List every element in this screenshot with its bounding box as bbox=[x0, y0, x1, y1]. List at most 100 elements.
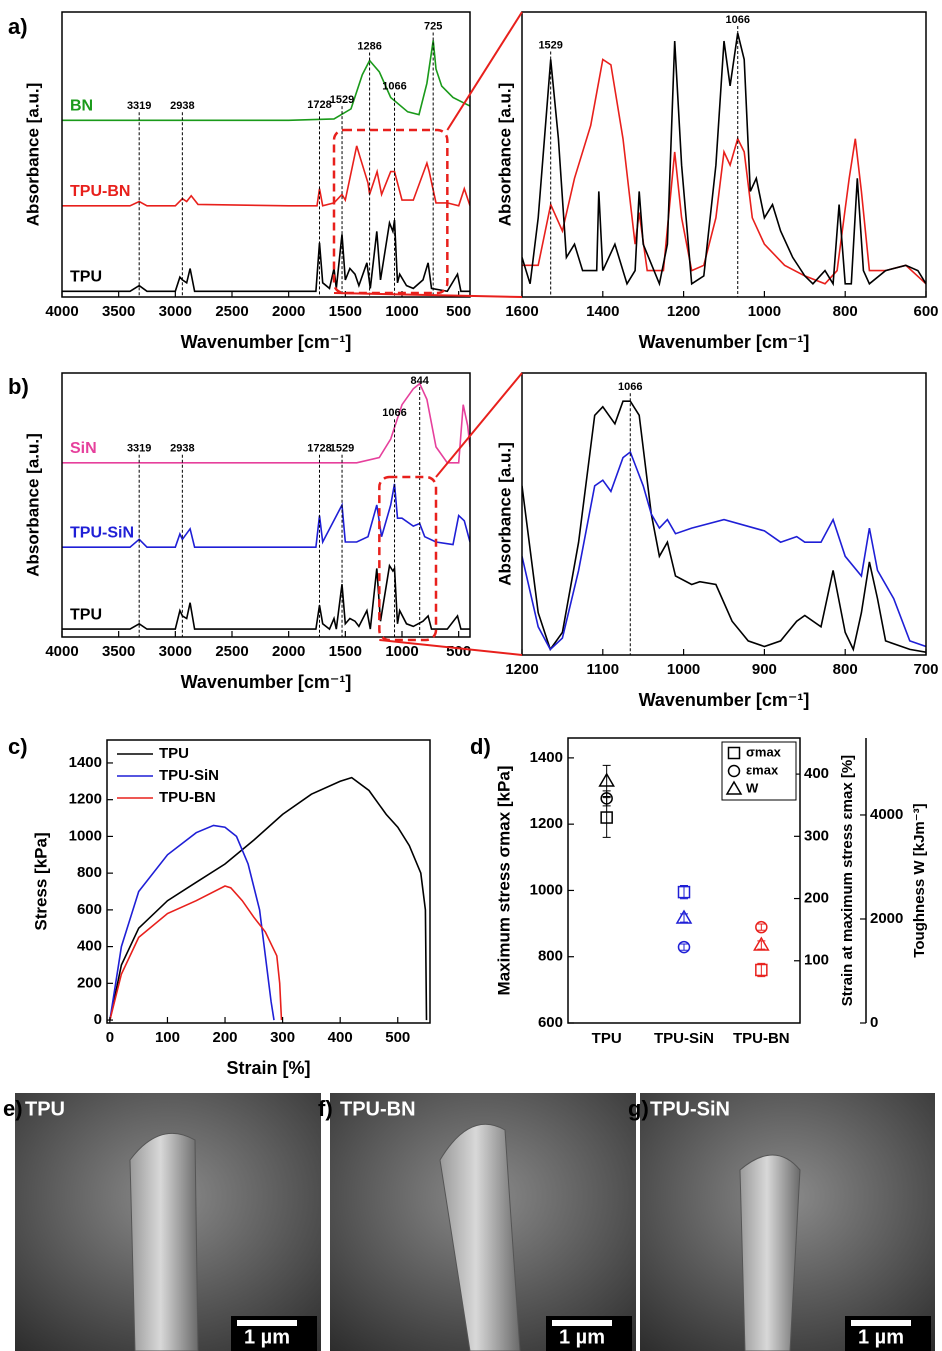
marker-triangle bbox=[675, 909, 693, 924]
marker-circle bbox=[755, 920, 768, 934]
x-tick-label: 1200 bbox=[667, 303, 700, 320]
x-tick-label: 4000 bbox=[45, 303, 78, 320]
peak-label: 1529 bbox=[330, 443, 354, 455]
marker-square bbox=[755, 963, 768, 977]
series-label: TPU-BN bbox=[70, 183, 130, 200]
series-line bbox=[62, 483, 470, 548]
y-tick-label: 800 bbox=[538, 948, 563, 965]
y-tick-label: 400 bbox=[77, 938, 102, 955]
y-axis-label: Absorbance [a.u.] bbox=[23, 433, 42, 577]
image-label: TPU bbox=[25, 1098, 65, 1120]
fiber bbox=[439, 1123, 521, 1351]
x-tick-label: 1500 bbox=[329, 643, 362, 660]
error-bar bbox=[757, 923, 766, 931]
x-tick-label: 1000 bbox=[385, 643, 418, 660]
x-tick-label: 2500 bbox=[215, 643, 248, 660]
marker-square bbox=[727, 746, 741, 760]
x-axis-label: Wavenumber [cm⁻¹] bbox=[639, 332, 810, 352]
marker-circle bbox=[677, 940, 691, 954]
series-label: TPU bbox=[70, 606, 102, 623]
series-line bbox=[62, 563, 470, 631]
series-line bbox=[522, 32, 926, 287]
x-tick-label: 1000 bbox=[385, 303, 418, 320]
scale-bar-label: 1 µm bbox=[858, 1326, 904, 1348]
x-tick-label: 2000 bbox=[272, 303, 305, 320]
x-tick-label: 1000 bbox=[667, 661, 700, 678]
zoom-connector bbox=[435, 372, 523, 478]
legend-label: W bbox=[746, 780, 759, 795]
panel-letter: b) bbox=[8, 374, 29, 399]
y-tick-label: 1000 bbox=[530, 881, 563, 898]
x-tick-label: 2500 bbox=[215, 303, 248, 320]
x-tick-label: 1100 bbox=[587, 661, 620, 678]
peak-label: 725 bbox=[424, 20, 442, 32]
peak-label: 3319 bbox=[127, 443, 151, 455]
x-tick-label: 3000 bbox=[159, 643, 192, 660]
x-tick-label: 1600 bbox=[505, 303, 538, 320]
fiber bbox=[739, 1154, 801, 1351]
x-tick-label: 3000 bbox=[159, 303, 192, 320]
y-tick-label: 1000 bbox=[69, 827, 102, 844]
scale-bar-label: 1 µm bbox=[244, 1326, 290, 1348]
x-axis-label: Strain [%] bbox=[226, 1058, 310, 1078]
marker-triangle bbox=[725, 780, 743, 795]
y-axis-label: Absorbance [a.u.] bbox=[495, 442, 514, 586]
x-tick-label: 800 bbox=[833, 303, 858, 320]
x-tick-label: 700 bbox=[913, 661, 938, 678]
y-tick-label: 800 bbox=[77, 864, 102, 881]
error-bar bbox=[680, 884, 688, 900]
legend-label: TPU-BN bbox=[159, 789, 216, 806]
series-line bbox=[109, 776, 428, 1021]
image-label: TPU-SiN bbox=[650, 1098, 730, 1120]
series-line bbox=[62, 382, 470, 464]
y3-axis-label: Toughness W [kJm⁻³] bbox=[911, 803, 928, 957]
peak-label: 1286 bbox=[357, 40, 381, 52]
plot-frame bbox=[521, 11, 927, 298]
x-axis-label: Wavenumber [cm⁻¹] bbox=[181, 672, 352, 692]
y-tick-label: 1200 bbox=[530, 815, 563, 832]
scale-bar bbox=[851, 1320, 911, 1326]
fiber bbox=[129, 1132, 199, 1351]
y2-tick-label: 200 bbox=[804, 890, 829, 907]
series-label: SiN bbox=[70, 440, 97, 457]
series-label: BN bbox=[70, 98, 93, 115]
series-line bbox=[109, 824, 275, 1021]
legend-label: TPU bbox=[159, 745, 189, 762]
plot-frame bbox=[61, 372, 471, 638]
scale-bar-label: 1 µm bbox=[559, 1326, 605, 1348]
error-bar bbox=[602, 764, 611, 798]
series-line bbox=[62, 40, 470, 122]
peak-label: 1728 bbox=[307, 99, 331, 111]
y3-tick-label: 4000 bbox=[870, 806, 903, 823]
x-tick-label: 200 bbox=[213, 1029, 238, 1046]
peak-label: 844 bbox=[411, 375, 430, 387]
x-tick-label: 3500 bbox=[102, 303, 135, 320]
marker-circle bbox=[727, 764, 741, 778]
panel-letter: a) bbox=[8, 14, 28, 39]
legend-label: σmax bbox=[746, 744, 782, 759]
panel-letter: f) bbox=[318, 1096, 333, 1121]
series-line bbox=[522, 400, 926, 653]
error-bar bbox=[680, 913, 688, 923]
y2-tick-label: 400 bbox=[804, 765, 829, 782]
series-line bbox=[109, 885, 283, 1021]
peak-label: 1728 bbox=[307, 443, 331, 455]
x-tick-label: 800 bbox=[833, 661, 858, 678]
zoom-connector bbox=[446, 11, 523, 131]
y2-tick-label: 100 bbox=[804, 952, 829, 969]
peak-label: 1529 bbox=[538, 39, 562, 51]
peak-label: 2938 bbox=[170, 443, 194, 455]
zoom-region bbox=[332, 128, 449, 295]
peak-label: 1066 bbox=[382, 81, 406, 93]
x-tick-label: 1400 bbox=[586, 303, 619, 320]
x-axis-label: Wavenumber [cm⁻¹] bbox=[181, 332, 352, 352]
series-label: TPU-SiN bbox=[70, 524, 134, 541]
series-line bbox=[522, 58, 926, 285]
marker-triangle bbox=[753, 936, 770, 951]
x-tick-label: 2000 bbox=[272, 643, 305, 660]
x-tick-label: 4000 bbox=[45, 643, 78, 660]
x-tick-label: TPU bbox=[592, 1030, 622, 1047]
y3-tick-label: 0 bbox=[870, 1014, 878, 1031]
